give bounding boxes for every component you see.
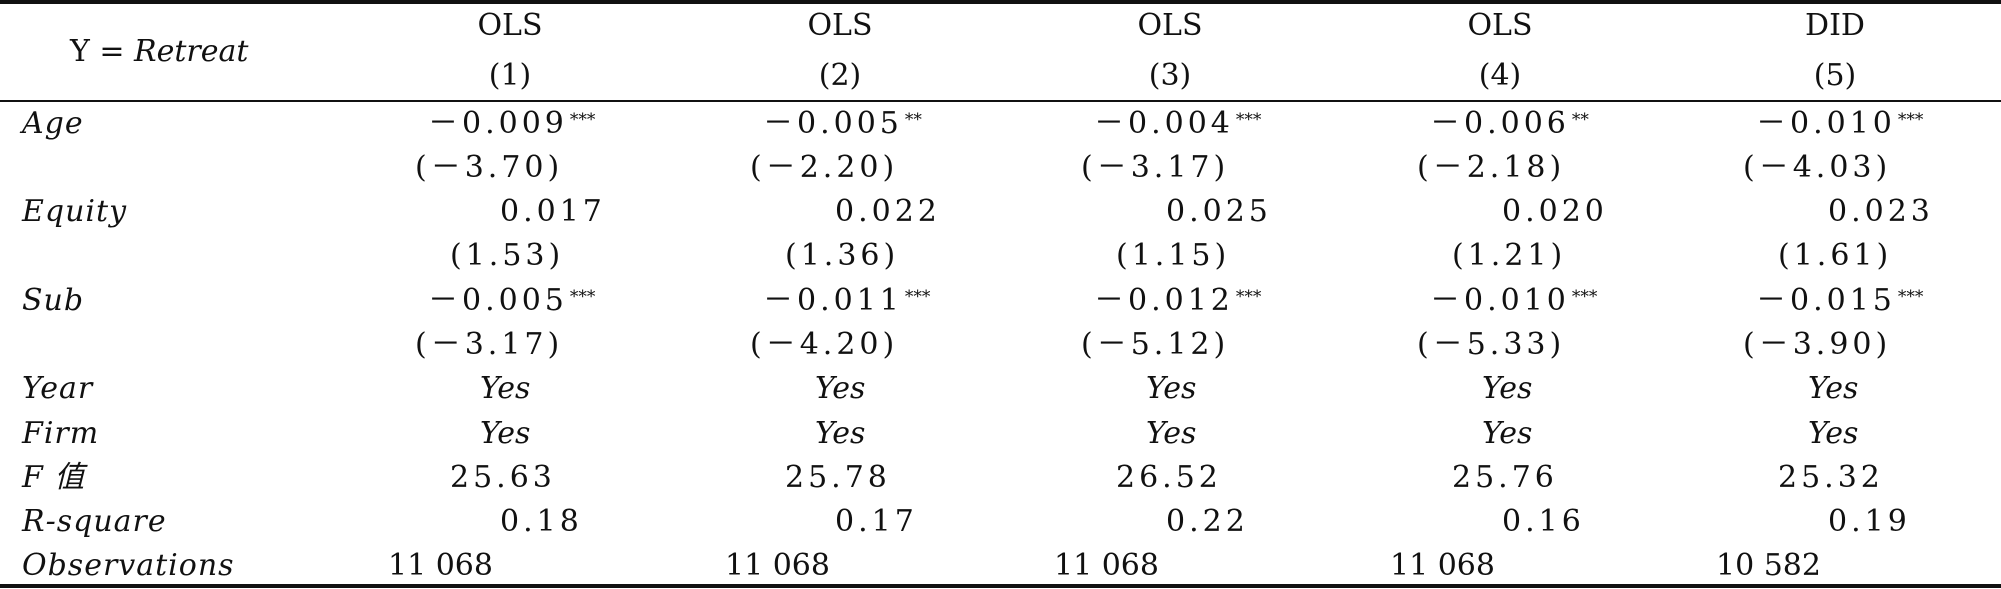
row-label-sub: Sub [22,283,85,318]
column-method-5: DID [1805,8,1865,43]
table-bottom-rule [0,584,2001,588]
observations-5: 10 582 [1716,548,1821,583]
age-t-1: (－3.70) [415,150,564,185]
sub-t-4: (－5.33) [1417,327,1566,362]
equity-t-4: (1.21) [1452,238,1567,273]
equity-coef-4: 0.020 [1502,194,1608,229]
row-label-year: Year [22,371,94,406]
row-label-age: Age [22,106,84,141]
r-square-2: 0.17 [835,504,918,539]
observations-3: 11 068 [1054,548,1159,583]
column-index-2: (2) [818,58,862,93]
r-square-3: 0.22 [1166,504,1249,539]
equity-coef-1: 0.017 [500,194,606,229]
row-label-firm: Firm [22,416,100,451]
row-label-f-value: F 值 [22,458,85,498]
f-value-3: 26.52 [1116,460,1222,495]
age-t-3: (－3.17) [1081,150,1230,185]
age-t-4: (－2.18) [1417,150,1566,185]
equity-t-2: (1.36) [785,238,900,273]
sub-coef-2: －0.011 *** [763,283,931,318]
firm-fe-2: Yes [815,416,866,451]
firm-fe-5: Yes [1808,416,1859,451]
row-label-equity: Equity [22,194,128,229]
age-coef-2: －0.005 ** [763,106,922,141]
year-fe-4: Yes [1482,371,1533,406]
sub-t-3: (－5.12) [1081,327,1230,362]
observations-1: 11 068 [388,548,493,583]
f-value-1: 25.63 [450,460,556,495]
column-index-5: (5) [1813,58,1857,93]
dependent-variable-label: Y = Retreat [70,34,249,69]
sub-t-2: (－4.20) [750,327,899,362]
r-square-1: 0.18 [500,504,583,539]
age-coef-5: －0.010 *** [1756,106,1924,141]
column-index-4: (4) [1478,58,1522,93]
equity-coef-3: 0.025 [1166,194,1272,229]
year-fe-5: Yes [1808,371,1859,406]
column-index-1: (1) [488,58,532,93]
equity-t-3: (1.15) [1116,238,1231,273]
observations-4: 11 068 [1390,548,1495,583]
r-square-4: 0.16 [1502,504,1585,539]
column-method-4: OLS [1467,8,1533,43]
firm-fe-4: Yes [1482,416,1533,451]
year-fe-3: Yes [1146,371,1197,406]
firm-fe-3: Yes [1146,416,1197,451]
f-value-4: 25.76 [1452,460,1558,495]
age-coef-3: －0.004 *** [1094,106,1262,141]
equity-t-5: (1.61) [1778,238,1893,273]
age-t-5: (－4.03) [1743,150,1892,185]
year-fe-1: Yes [480,371,531,406]
age-coef-1: －0.009 *** [428,106,596,141]
r-square-5: 0.19 [1828,504,1911,539]
f-value-5: 25.32 [1778,460,1884,495]
f-value-2: 25.78 [785,460,891,495]
sub-t-1: (－3.17) [415,327,564,362]
age-coef-4: －0.006 ** [1430,106,1589,141]
year-fe-2: Yes [815,371,866,406]
column-method-2: OLS [807,8,873,43]
equity-coef-2: 0.022 [835,194,941,229]
row-label-observations: Observations [22,548,235,583]
firm-fe-1: Yes [480,416,531,451]
observations-2: 11 068 [725,548,830,583]
sub-coef-3: －0.012 *** [1094,283,1262,318]
row-label-f-value-text: F 值 [22,460,86,495]
sub-coef-4: －0.010 *** [1430,283,1598,318]
equity-coef-5: 0.023 [1828,194,1934,229]
sub-t-5: (－3.90) [1743,327,1892,362]
age-t-2: (－2.20) [750,150,899,185]
sub-coef-5: －0.015 *** [1756,283,1924,318]
equity-t-1: (1.53) [450,238,565,273]
sub-coef-1: －0.005 *** [428,283,596,318]
row-label-r-square: R-square [22,504,167,539]
table-top-rule [0,0,2001,4]
column-method-1: OLS [477,8,543,43]
table-header-rule [0,100,2001,102]
column-index-3: (3) [1148,58,1192,93]
column-method-3: OLS [1137,8,1203,43]
